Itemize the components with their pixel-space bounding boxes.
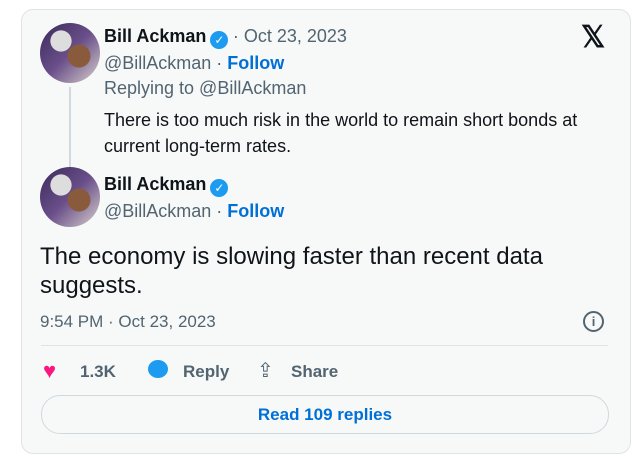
author-name[interactable]: Bill Ackman — [104, 174, 207, 194]
x-logo-icon[interactable]: 𝕏 — [581, 21, 606, 54]
parent-text-line: current long-term rates. — [104, 136, 292, 156]
read-replies-button[interactable]: Read 109 replies — [41, 395, 609, 434]
tweet-date[interactable]: Oct 23, 2023 — [243, 26, 347, 46]
author-handle[interactable]: @BillAckman — [104, 53, 212, 73]
avatar[interactable] — [40, 23, 100, 83]
replying-to[interactable]: Replying to @BillAckman — [104, 78, 307, 98]
divider — [41, 345, 608, 346]
author-handle[interactable]: @BillAckman — [104, 201, 212, 221]
timestamp[interactable]: 9:54 PM · Oct 23, 2023 — [40, 312, 216, 331]
share-button[interactable]: Share — [291, 362, 339, 381]
reply-button[interactable]: Reply — [183, 362, 230, 381]
info-icon[interactable]: i — [583, 311, 604, 332]
tweet-text-line: The economy is slowing faster than recen… — [40, 243, 543, 270]
avatar[interactable] — [40, 167, 100, 227]
verified-icon: ✓ — [210, 31, 229, 49]
follow-button[interactable]: Follow — [227, 201, 285, 221]
follow-button[interactable]: Follow — [227, 53, 285, 73]
like-count[interactable]: 1.3K — [80, 362, 116, 381]
verified-icon: ✓ — [210, 179, 229, 197]
heart-icon[interactable]: ♥ — [43, 358, 57, 383]
author-name[interactable]: Bill Ackman — [104, 26, 207, 46]
thread-line — [69, 87, 71, 183]
tweet-embed-card — [21, 9, 631, 454]
parent-text-line: There is too much risk in the world to r… — [104, 110, 578, 130]
tweet-text-line: suggests. — [40, 272, 143, 299]
reply-icon[interactable] — [148, 360, 168, 378]
share-icon[interactable]: ⇪ — [257, 360, 274, 382]
